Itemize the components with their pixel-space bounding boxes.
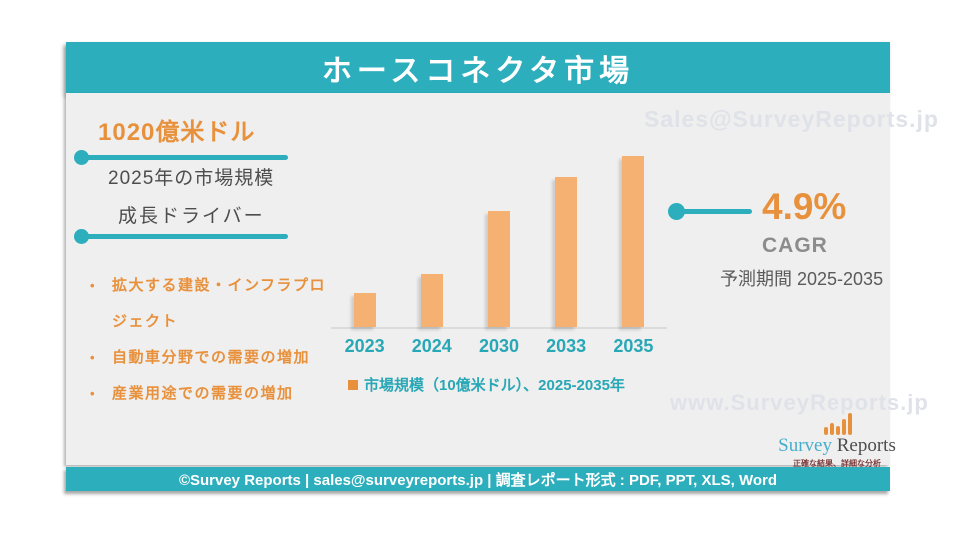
page-title: ホースコネクタ市場 [321, 54, 635, 88]
driver-text: 拡大する建設・インフラプロジェクト [112, 277, 327, 330]
bar-chart-plot [331, 153, 667, 329]
logo-name-survey: Survey [778, 435, 832, 456]
x-axis-label-2030: 2030 [478, 336, 519, 356]
growth-drivers-heading: 成長ドライバー [118, 206, 265, 227]
bar-2023 [353, 293, 376, 327]
logo-name: Survey Reports [734, 435, 940, 457]
main-card: 1020億米ドル 2025年の市場規模 成長ドライバー • 拡大する建設・インフラ… [66, 93, 938, 468]
x-axis-label-2023: 2023 [344, 336, 385, 356]
market-size-label: 2025年の市場規模 [108, 168, 275, 189]
market-size-value: 1020億米ドル [98, 119, 256, 146]
legend-label: 市場規模（10億米ドル）、2025-2035年 [364, 377, 625, 394]
driver-text: 産業用途での需要の増加 [112, 385, 294, 402]
bullet-icon: • [90, 386, 97, 401]
divider-dot-icon [74, 150, 89, 165]
bar-chart: 2023 2024 2030 2033 2035 市場規模（10億米ドル）、2025-2… [331, 153, 667, 395]
title-banner: ホースコネクタ市場 [66, 42, 890, 93]
driver-text: 自動車分野での需要の増加 [112, 349, 311, 366]
forecast-period: 予測期間 2025-2035 [720, 269, 884, 289]
teal-divider-line [74, 150, 288, 165]
watermark-website: www.SurveyReports.jp [670, 390, 929, 415]
bar-2024 [420, 274, 443, 327]
list-item: • 自動車分野での需要の増加 [86, 340, 338, 376]
cagr-label: CAGR [762, 234, 828, 257]
x-axis-label-2024: 2024 [411, 336, 452, 356]
pointer-dot-icon [668, 203, 685, 220]
bar-chart-logo-icon [824, 413, 852, 435]
bullet-icon: • [90, 278, 97, 293]
footer-banner: ©Survey Reports | sales@surveyreports.jp… [66, 467, 890, 491]
bar-2033 [555, 177, 578, 327]
chart-legend: 市場規模（10億米ドル）、2025-2035年 [348, 374, 667, 395]
teal-pointer-line [668, 203, 752, 220]
growth-drivers-list: • 拡大する建設・インフラプロジェクト • 自動車分野での需要の増加 • 産業用途での… [86, 268, 338, 412]
cagr-value: 4.9% [762, 186, 847, 227]
teal-divider-line [74, 229, 288, 244]
divider-dot-icon [74, 229, 89, 244]
bar-2030 [487, 211, 510, 327]
x-axis-label-2033: 2033 [546, 336, 587, 356]
footer-text: ©Survey Reports | sales@surveyreports.jp… [178, 471, 778, 489]
list-item: • 拡大する建設・インフラプロジェクト [86, 268, 338, 340]
bullet-icon: • [90, 350, 97, 365]
logo-tagline: 正確な結果、詳細な分析 [793, 459, 881, 468]
bar-2035 [622, 156, 645, 327]
list-item: • 産業用途での需要の増加 [86, 376, 338, 412]
x-axis-labels: 2023 2024 2030 2033 2035 [331, 336, 667, 357]
legend-swatch-icon [348, 379, 358, 390]
logo-name-reports: Reports [831, 435, 896, 456]
survey-reports-logo: Survey Reports 正確な結果、詳細な分析 [734, 413, 940, 469]
watermark-sales-email: Sales@SurveyReports.jp [644, 106, 939, 132]
x-axis-label-2035: 2035 [613, 336, 654, 356]
